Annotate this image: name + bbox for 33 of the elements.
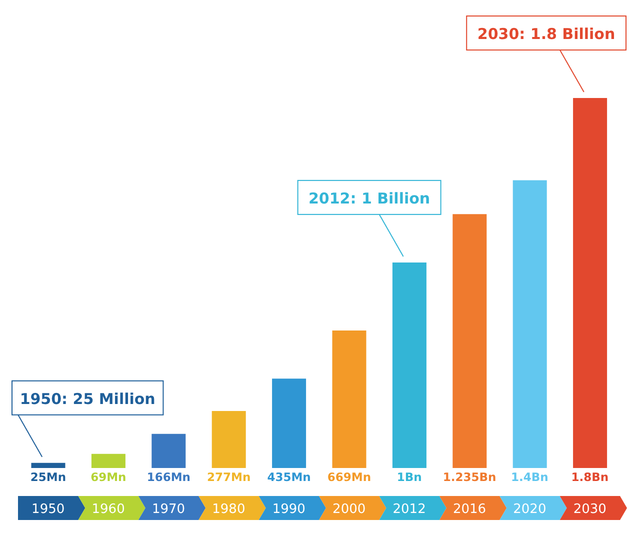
data-label: 669Mn [327,470,372,484]
x-tick-label: 1990 [272,502,306,517]
x-tick-label: 2012 [392,502,426,517]
bar [512,180,547,468]
x-tick-label: 1950 [32,502,65,517]
data-label: 435Mn [267,470,311,484]
bar [152,434,186,468]
annotation: 1.8Bn [571,470,609,484]
data-label: 277Mn [207,470,251,484]
x-tick-label: 2016 [452,502,486,517]
bar [272,378,306,468]
x-tick-label: 2030 [573,502,606,517]
bar [212,411,246,468]
x-tick-label: 1960 [92,502,125,517]
data-label: 25Mn [30,470,66,484]
annotation: 2012: 1 Billion [308,189,430,208]
data-label: 166Mn [146,470,190,484]
bar [392,262,426,468]
x-tick-label: 1970 [152,502,186,517]
bar [573,98,608,468]
annotation: 2030: 1.8 Billion [477,25,616,43]
annotation: 1.235Bn [442,470,496,484]
x-tick-label: 2000 [332,502,366,517]
bar [91,454,126,468]
bar [31,462,66,468]
x-tick-label: 1980 [212,502,246,517]
data-label: 69Mn [90,470,126,484]
x-tick-label: 2020 [513,502,546,517]
bar [332,330,366,468]
annotation: 1Bn [396,470,422,484]
annotation: 1950: 25 Million [20,390,156,408]
annotation: 1.4Bn [511,470,548,484]
bar [452,214,487,468]
